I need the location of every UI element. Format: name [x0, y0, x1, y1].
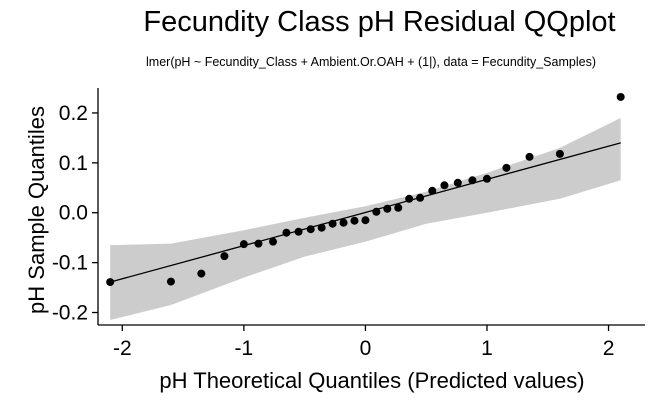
- data-point: [555, 149, 564, 158]
- data-point: [372, 207, 381, 216]
- x-tick-label: 0: [360, 337, 372, 360]
- reference-line-layer: [109, 142, 621, 283]
- data-point: [197, 269, 206, 278]
- data-point: [383, 204, 392, 213]
- data-point: [220, 252, 229, 261]
- data-point: [254, 239, 263, 248]
- data-point: [106, 278, 115, 287]
- data-point: [394, 203, 403, 212]
- data-point: [328, 219, 337, 228]
- y-tick-label: 0.2: [59, 102, 88, 125]
- data-point: [482, 174, 491, 183]
- data-point: [269, 237, 278, 246]
- y-tick-label: 0.0: [59, 202, 88, 225]
- chart-title: Fecundity Class pH Residual QQplot: [143, 6, 616, 38]
- data-point: [502, 163, 511, 172]
- data-point: [317, 223, 326, 232]
- data-point: [339, 218, 348, 227]
- data-point: [453, 178, 462, 187]
- data-point: [405, 194, 414, 203]
- x-tick-label: 2: [603, 337, 615, 360]
- data-point: [239, 240, 248, 249]
- data-point: [166, 277, 175, 286]
- data-point: [616, 92, 625, 101]
- data-point: [416, 193, 425, 202]
- data-point: [428, 186, 437, 195]
- x-axis-label: pH Theoretical Quantiles (Predicted valu…: [159, 368, 584, 393]
- data-point: [525, 152, 534, 161]
- axes: -2 -1 0 1 2 -0.2 -0.1 0.0 0.1 0.2: [52, 88, 645, 360]
- data-point: [361, 216, 370, 225]
- x-tick-label: -1: [235, 337, 254, 360]
- y-axis-label: pH Sample Quantiles: [24, 106, 49, 314]
- y-tick-label: -0.2: [52, 302, 88, 325]
- reference-line: [109, 142, 621, 283]
- data-point: [468, 176, 477, 185]
- y-tick-label: 0.1: [59, 152, 88, 175]
- x-tick-label: -2: [113, 337, 132, 360]
- y-tick-label: -0.1: [52, 252, 88, 275]
- x-tick-label: 1: [481, 337, 493, 360]
- data-points-layer: [106, 92, 625, 287]
- data-point: [282, 228, 291, 237]
- data-point: [306, 225, 315, 234]
- data-point: [440, 181, 449, 190]
- data-point: [350, 216, 359, 225]
- data-point: [294, 227, 303, 236]
- chart-subtitle: lmer(pH ~ Fecundity_Class + Ambient.Or.O…: [146, 55, 596, 69]
